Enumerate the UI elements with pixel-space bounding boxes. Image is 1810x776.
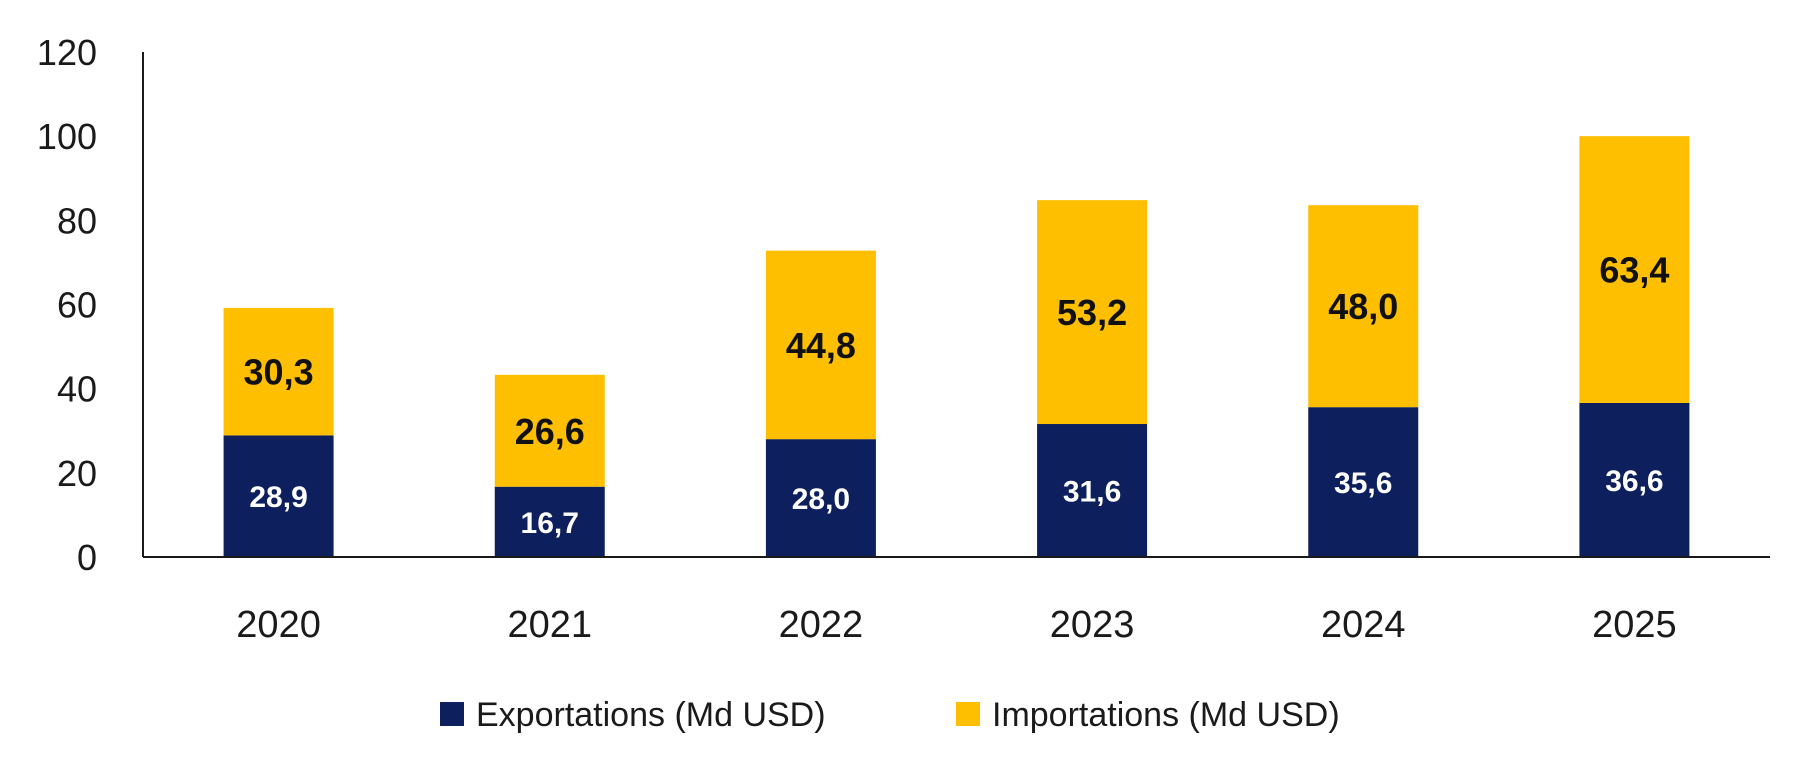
data-label-imports: 63,4 — [1599, 250, 1669, 291]
x-tick-label: 2023 — [1050, 604, 1135, 646]
legend-swatch-imports — [956, 702, 980, 726]
x-axis: 2020 2021 2022 2023 2024 2025 — [143, 556, 1770, 646]
bar-exports — [765, 439, 876, 557]
x-tick-label: 2024 — [1321, 604, 1406, 646]
bar-imports — [765, 250, 876, 440]
bar-exports — [1579, 402, 1690, 557]
data-label-exports: 28,0 — [792, 483, 850, 516]
bar-imports — [223, 307, 334, 436]
x-tick-label: 2020 — [236, 604, 321, 646]
bar-exports — [223, 435, 334, 557]
legend-label-imports: Importations (Md USD) — [992, 696, 1340, 734]
bar-imports — [1579, 136, 1690, 403]
bar-imports — [1308, 205, 1419, 408]
bar-exports — [1308, 407, 1419, 557]
legend-label-exports: Exportations (Md USD) — [476, 696, 826, 734]
data-label-exports: 31,6 — [1063, 476, 1121, 509]
y-tick-label: 100 — [37, 116, 97, 157]
y-axis: 0 20 40 60 80 100 120 — [37, 32, 144, 578]
data-label-imports: 30,3 — [244, 352, 314, 393]
x-tick-label: 2021 — [507, 604, 592, 646]
y-tick-label: 40 — [57, 369, 97, 410]
legend-swatch-exports — [440, 702, 464, 726]
y-tick-label: 20 — [57, 453, 97, 494]
bar-imports — [1037, 200, 1148, 425]
data-label-imports: 53,2 — [1057, 292, 1127, 333]
legend: Exportations (Md USD) Importations (Md US… — [440, 696, 1340, 734]
data-label-exports: 28,9 — [249, 481, 307, 514]
y-tick-label: 60 — [57, 285, 97, 326]
y-tick-label: 120 — [37, 32, 97, 73]
bar-exports — [494, 486, 605, 557]
data-label-imports: 48,0 — [1328, 286, 1398, 327]
bars — [223, 136, 1690, 557]
data-label-imports: 26,6 — [515, 411, 585, 452]
data-label-imports: 44,8 — [786, 325, 856, 366]
bar-labels: 28,9 30,3 16,7 26,6 28,0 44,8 31,6 53,2 35,6 48,0… — [244, 250, 1670, 540]
data-label-exports: 36,6 — [1605, 465, 1663, 498]
bar-exports — [1037, 424, 1148, 557]
bar-imports — [494, 374, 605, 487]
y-tick-label: 80 — [57, 200, 97, 241]
data-label-exports: 16,7 — [521, 507, 579, 540]
data-label-exports: 35,6 — [1334, 467, 1392, 500]
x-tick-label: 2025 — [1592, 604, 1677, 646]
y-tick-label: 0 — [77, 537, 97, 578]
x-tick-label: 2022 — [779, 604, 864, 646]
